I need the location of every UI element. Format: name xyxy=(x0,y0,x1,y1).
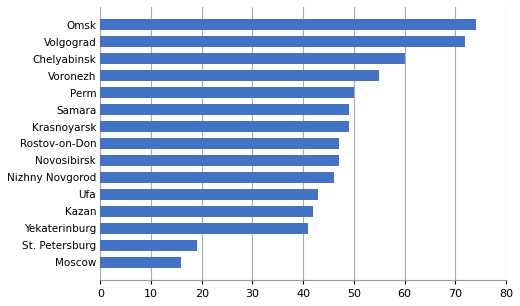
Bar xyxy=(100,257,181,268)
Bar xyxy=(100,121,349,132)
Bar xyxy=(100,138,339,149)
Bar xyxy=(100,36,465,47)
Bar xyxy=(100,53,405,64)
Bar xyxy=(100,155,339,166)
Bar xyxy=(100,87,354,98)
Bar xyxy=(100,189,318,200)
Bar xyxy=(100,19,476,30)
Bar xyxy=(100,104,349,115)
Bar xyxy=(100,172,334,183)
Bar xyxy=(100,206,314,217)
Bar xyxy=(100,240,197,251)
Bar xyxy=(100,223,308,234)
Bar xyxy=(100,70,379,81)
